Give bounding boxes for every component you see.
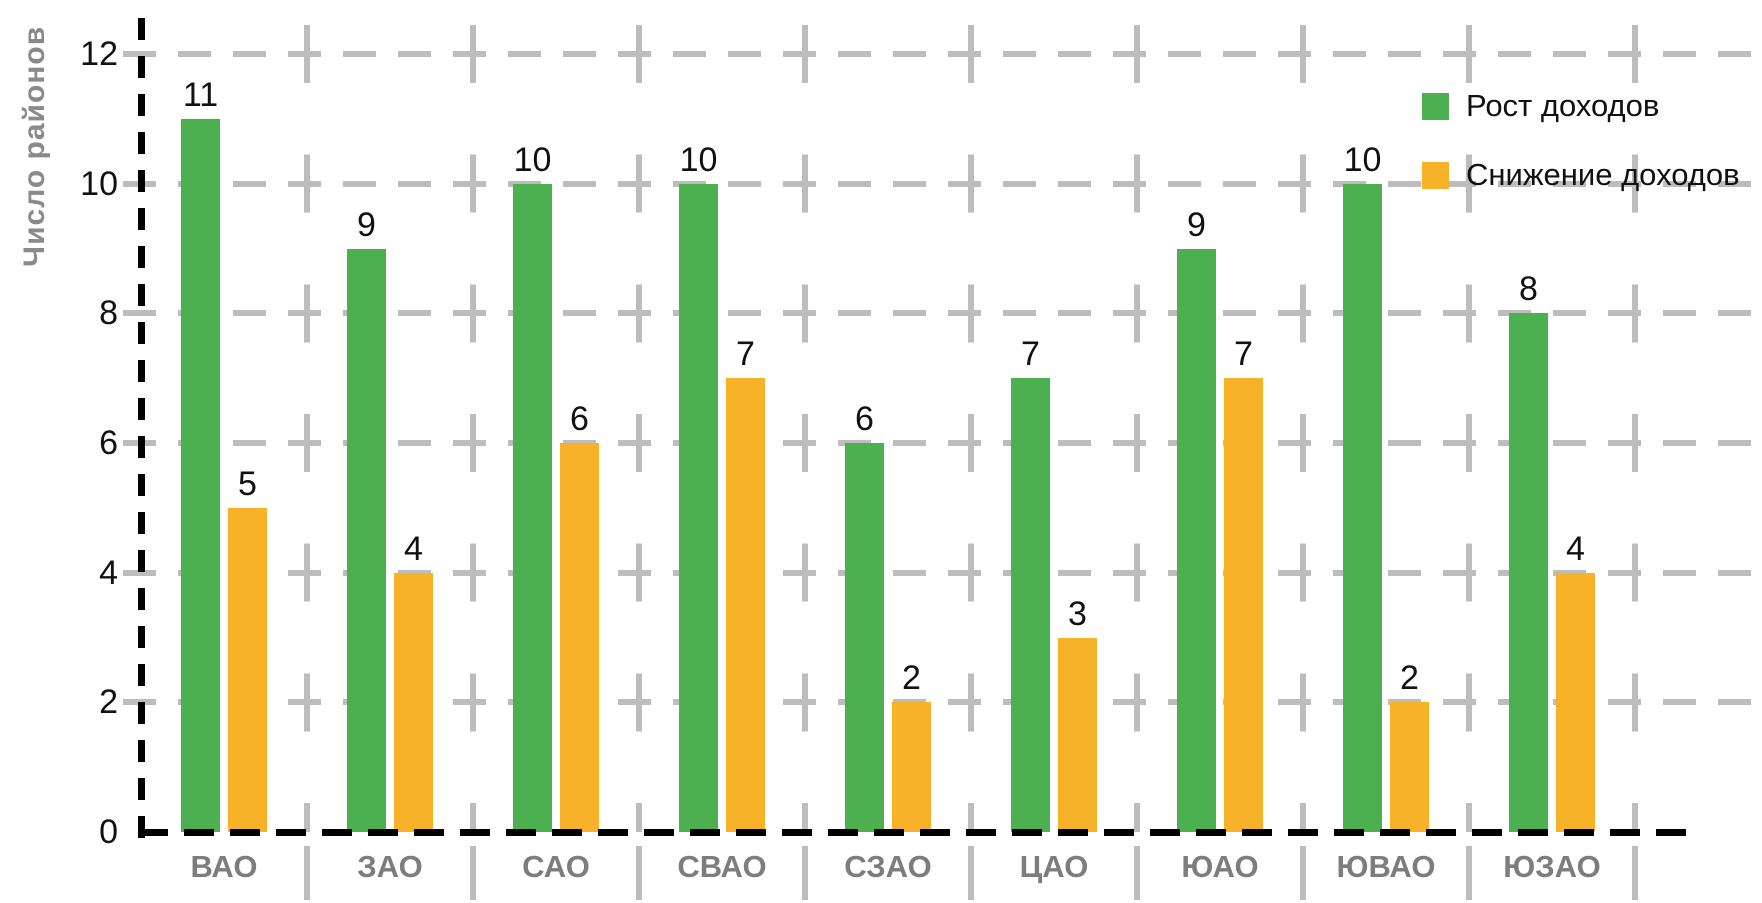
bar-value-label: 7: [1234, 335, 1253, 374]
gridline-y-2: [123, 699, 1762, 706]
category-separator-below-axis: [1466, 846, 1472, 900]
category-separator-below-axis: [304, 846, 310, 900]
bar-value-label: 9: [357, 205, 376, 244]
category-separator: [1300, 25, 1306, 832]
bar-decline-СВАО: [726, 378, 765, 832]
bar-growth-САО: [513, 183, 552, 832]
category-separator: [1466, 25, 1472, 832]
category-separator-below-axis: [1300, 846, 1306, 900]
bar-decline-ЮАО: [1224, 378, 1263, 832]
category-separator: [636, 25, 642, 832]
y-tick-label: 6: [99, 424, 118, 462]
decline-swatch-icon: [1422, 161, 1449, 189]
legend-item-label: Снижение доходов: [1466, 157, 1740, 192]
growth-swatch-icon: [1422, 92, 1449, 120]
bar-value-label: 6: [570, 400, 589, 438]
bar-value-label: 10: [513, 140, 552, 179]
gridline-y-4: [123, 569, 1762, 576]
gridline-y-6: [123, 440, 1762, 446]
x-category-label: ЮВАО: [1336, 849, 1436, 884]
bar-value-label: 3: [1068, 594, 1087, 633]
y-tick-label: 12: [80, 35, 118, 73]
bar-value-label: 4: [1566, 529, 1585, 568]
bar-value-label: 10: [679, 140, 718, 179]
bar-value-label: 10: [1343, 140, 1382, 179]
bar-growth-ЮВАО: [1343, 183, 1382, 832]
gridline-y-8: [123, 310, 1762, 317]
category-separator: [1632, 25, 1638, 832]
bar-value-label: 2: [902, 659, 921, 698]
category-separator: [802, 25, 808, 832]
category-separator-below-axis: [636, 846, 642, 900]
legend-item-decline: Снижение доходов: [1422, 157, 1740, 193]
category-separator-below-axis: [470, 846, 476, 900]
bar-growth-ЗАО: [347, 248, 386, 832]
x-category-label: СЗАО: [844, 849, 932, 884]
bar-value-label: 4: [404, 529, 423, 568]
bar-value-label: 6: [855, 400, 874, 438]
bar-growth-ЮЗАО: [1509, 313, 1548, 832]
bar-value-label: 9: [1187, 205, 1206, 244]
legend-item-label: Рост доходов: [1466, 88, 1660, 123]
category-separator: [968, 25, 974, 832]
x-category-label: ЗАО: [357, 849, 423, 884]
category-separator-below-axis: [1632, 846, 1638, 900]
bar-decline-ЮЗАО: [1556, 572, 1595, 832]
x-category-label: ВАО: [190, 849, 258, 884]
y-tick-label: 2: [99, 683, 118, 722]
category-separator-below-axis: [968, 846, 974, 900]
bar-value-label: 2: [1400, 659, 1419, 698]
gridline-y-10: [123, 180, 1762, 187]
bar-value-label: 8: [1519, 270, 1538, 309]
bar-decline-ВАО: [228, 507, 267, 832]
y-tick-label: 10: [80, 164, 118, 203]
bar-value-label: 5: [238, 464, 257, 503]
bar-value-label: 7: [1021, 335, 1040, 374]
bar-growth-СЗАО: [845, 443, 884, 832]
category-separator: [1134, 25, 1140, 832]
legend: Рост доходов Снижение доходов: [1422, 88, 1740, 193]
category-separator: [470, 25, 476, 832]
y-tick-label: 8: [99, 294, 118, 333]
y-tick-label: 4: [99, 553, 118, 592]
category-separator-below-axis: [802, 846, 808, 900]
category-separator: [304, 25, 310, 832]
bar-growth-ЮАО: [1177, 248, 1216, 832]
category-separator-below-axis: [1134, 846, 1140, 900]
legend-item-growth: Рост доходов: [1422, 88, 1740, 124]
x-category-label: СВАО: [677, 849, 767, 884]
gridline-y-12: [123, 51, 1762, 57]
x-category-label: ЮАО: [1181, 849, 1259, 884]
bar-decline-ЗАО: [394, 572, 433, 832]
bar-growth-ВАО: [181, 118, 220, 832]
bar-value-label: 11: [182, 75, 219, 114]
x-axis-line: [138, 829, 1690, 836]
bar-decline-ЦАО: [1058, 637, 1097, 832]
bar-decline-ЮВАО: [1390, 702, 1429, 832]
y-tick-label: 0: [99, 813, 118, 851]
bar-growth-СВАО: [679, 183, 718, 832]
x-category-label: ЮЗАО: [1503, 849, 1601, 884]
bar-decline-СЗАО: [892, 702, 931, 832]
x-category-label: САО: [522, 849, 590, 884]
bar-value-label: 7: [736, 335, 755, 374]
bar-growth-ЦАО: [1011, 378, 1050, 832]
y-axis-line: [138, 18, 145, 838]
bar-decline-САО: [560, 443, 599, 832]
x-category-label: ЦАО: [1019, 849, 1089, 884]
